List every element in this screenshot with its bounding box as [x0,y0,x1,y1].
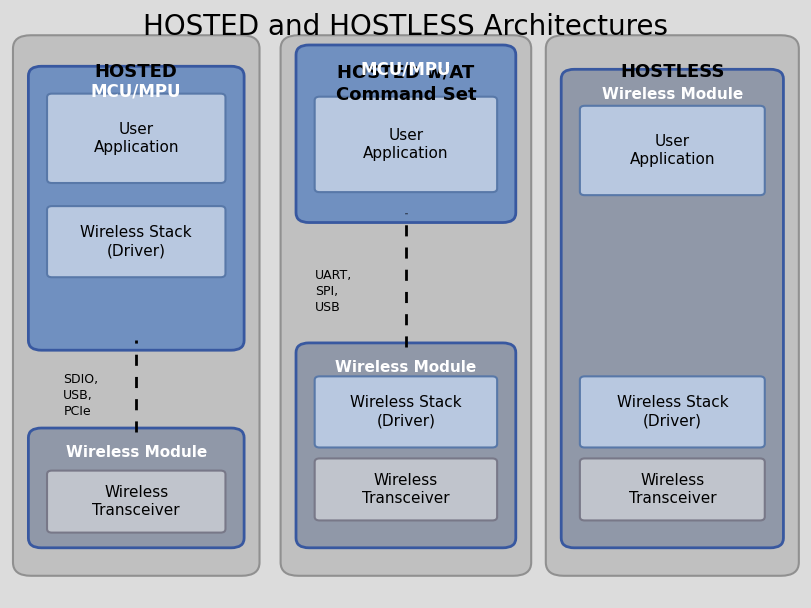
FancyBboxPatch shape [580,376,765,447]
Text: Wireless
Transceiver: Wireless Transceiver [629,472,716,506]
Text: HOSTLESS: HOSTLESS [620,63,724,81]
Text: HOSTED and HOSTLESS Architectures: HOSTED and HOSTLESS Architectures [143,13,668,41]
FancyBboxPatch shape [296,343,516,548]
Text: Wireless Stack
(Driver): Wireless Stack (Driver) [616,395,728,429]
FancyBboxPatch shape [296,45,516,223]
FancyBboxPatch shape [28,66,244,350]
Text: MCU/MPU: MCU/MPU [91,82,182,100]
FancyBboxPatch shape [580,106,765,195]
FancyBboxPatch shape [28,428,244,548]
FancyBboxPatch shape [546,35,799,576]
Text: Wireless Module: Wireless Module [335,360,477,375]
Text: Wireless Stack
(Driver): Wireless Stack (Driver) [350,395,461,429]
Text: User
Application: User Application [93,122,179,155]
Text: Wireless
Transceiver: Wireless Transceiver [92,485,180,519]
FancyBboxPatch shape [47,206,225,277]
FancyBboxPatch shape [315,458,497,520]
FancyBboxPatch shape [315,97,497,192]
FancyBboxPatch shape [561,69,783,548]
FancyBboxPatch shape [281,35,531,576]
Text: UART,
SPI,
USB: UART, SPI, USB [315,269,352,314]
FancyBboxPatch shape [13,35,260,576]
Text: Wireless Module: Wireless Module [66,445,207,460]
Text: Wireless Stack
(Driver): Wireless Stack (Driver) [80,225,192,258]
FancyBboxPatch shape [315,376,497,447]
FancyBboxPatch shape [47,94,225,183]
FancyBboxPatch shape [580,458,765,520]
Text: SDIO,
USB,
PCIe: SDIO, USB, PCIe [63,373,98,418]
Text: MCU/MPU: MCU/MPU [361,61,451,79]
Text: Wireless Module: Wireless Module [602,87,743,102]
Text: Wireless
Transceiver: Wireless Transceiver [362,472,450,506]
Text: User
Application: User Application [363,128,448,161]
Text: User
Application: User Application [629,134,715,167]
Text: HOSTED: HOSTED [95,63,178,81]
Text: HOSTED w/AT
Command Set: HOSTED w/AT Command Set [336,64,476,104]
FancyBboxPatch shape [47,471,225,533]
